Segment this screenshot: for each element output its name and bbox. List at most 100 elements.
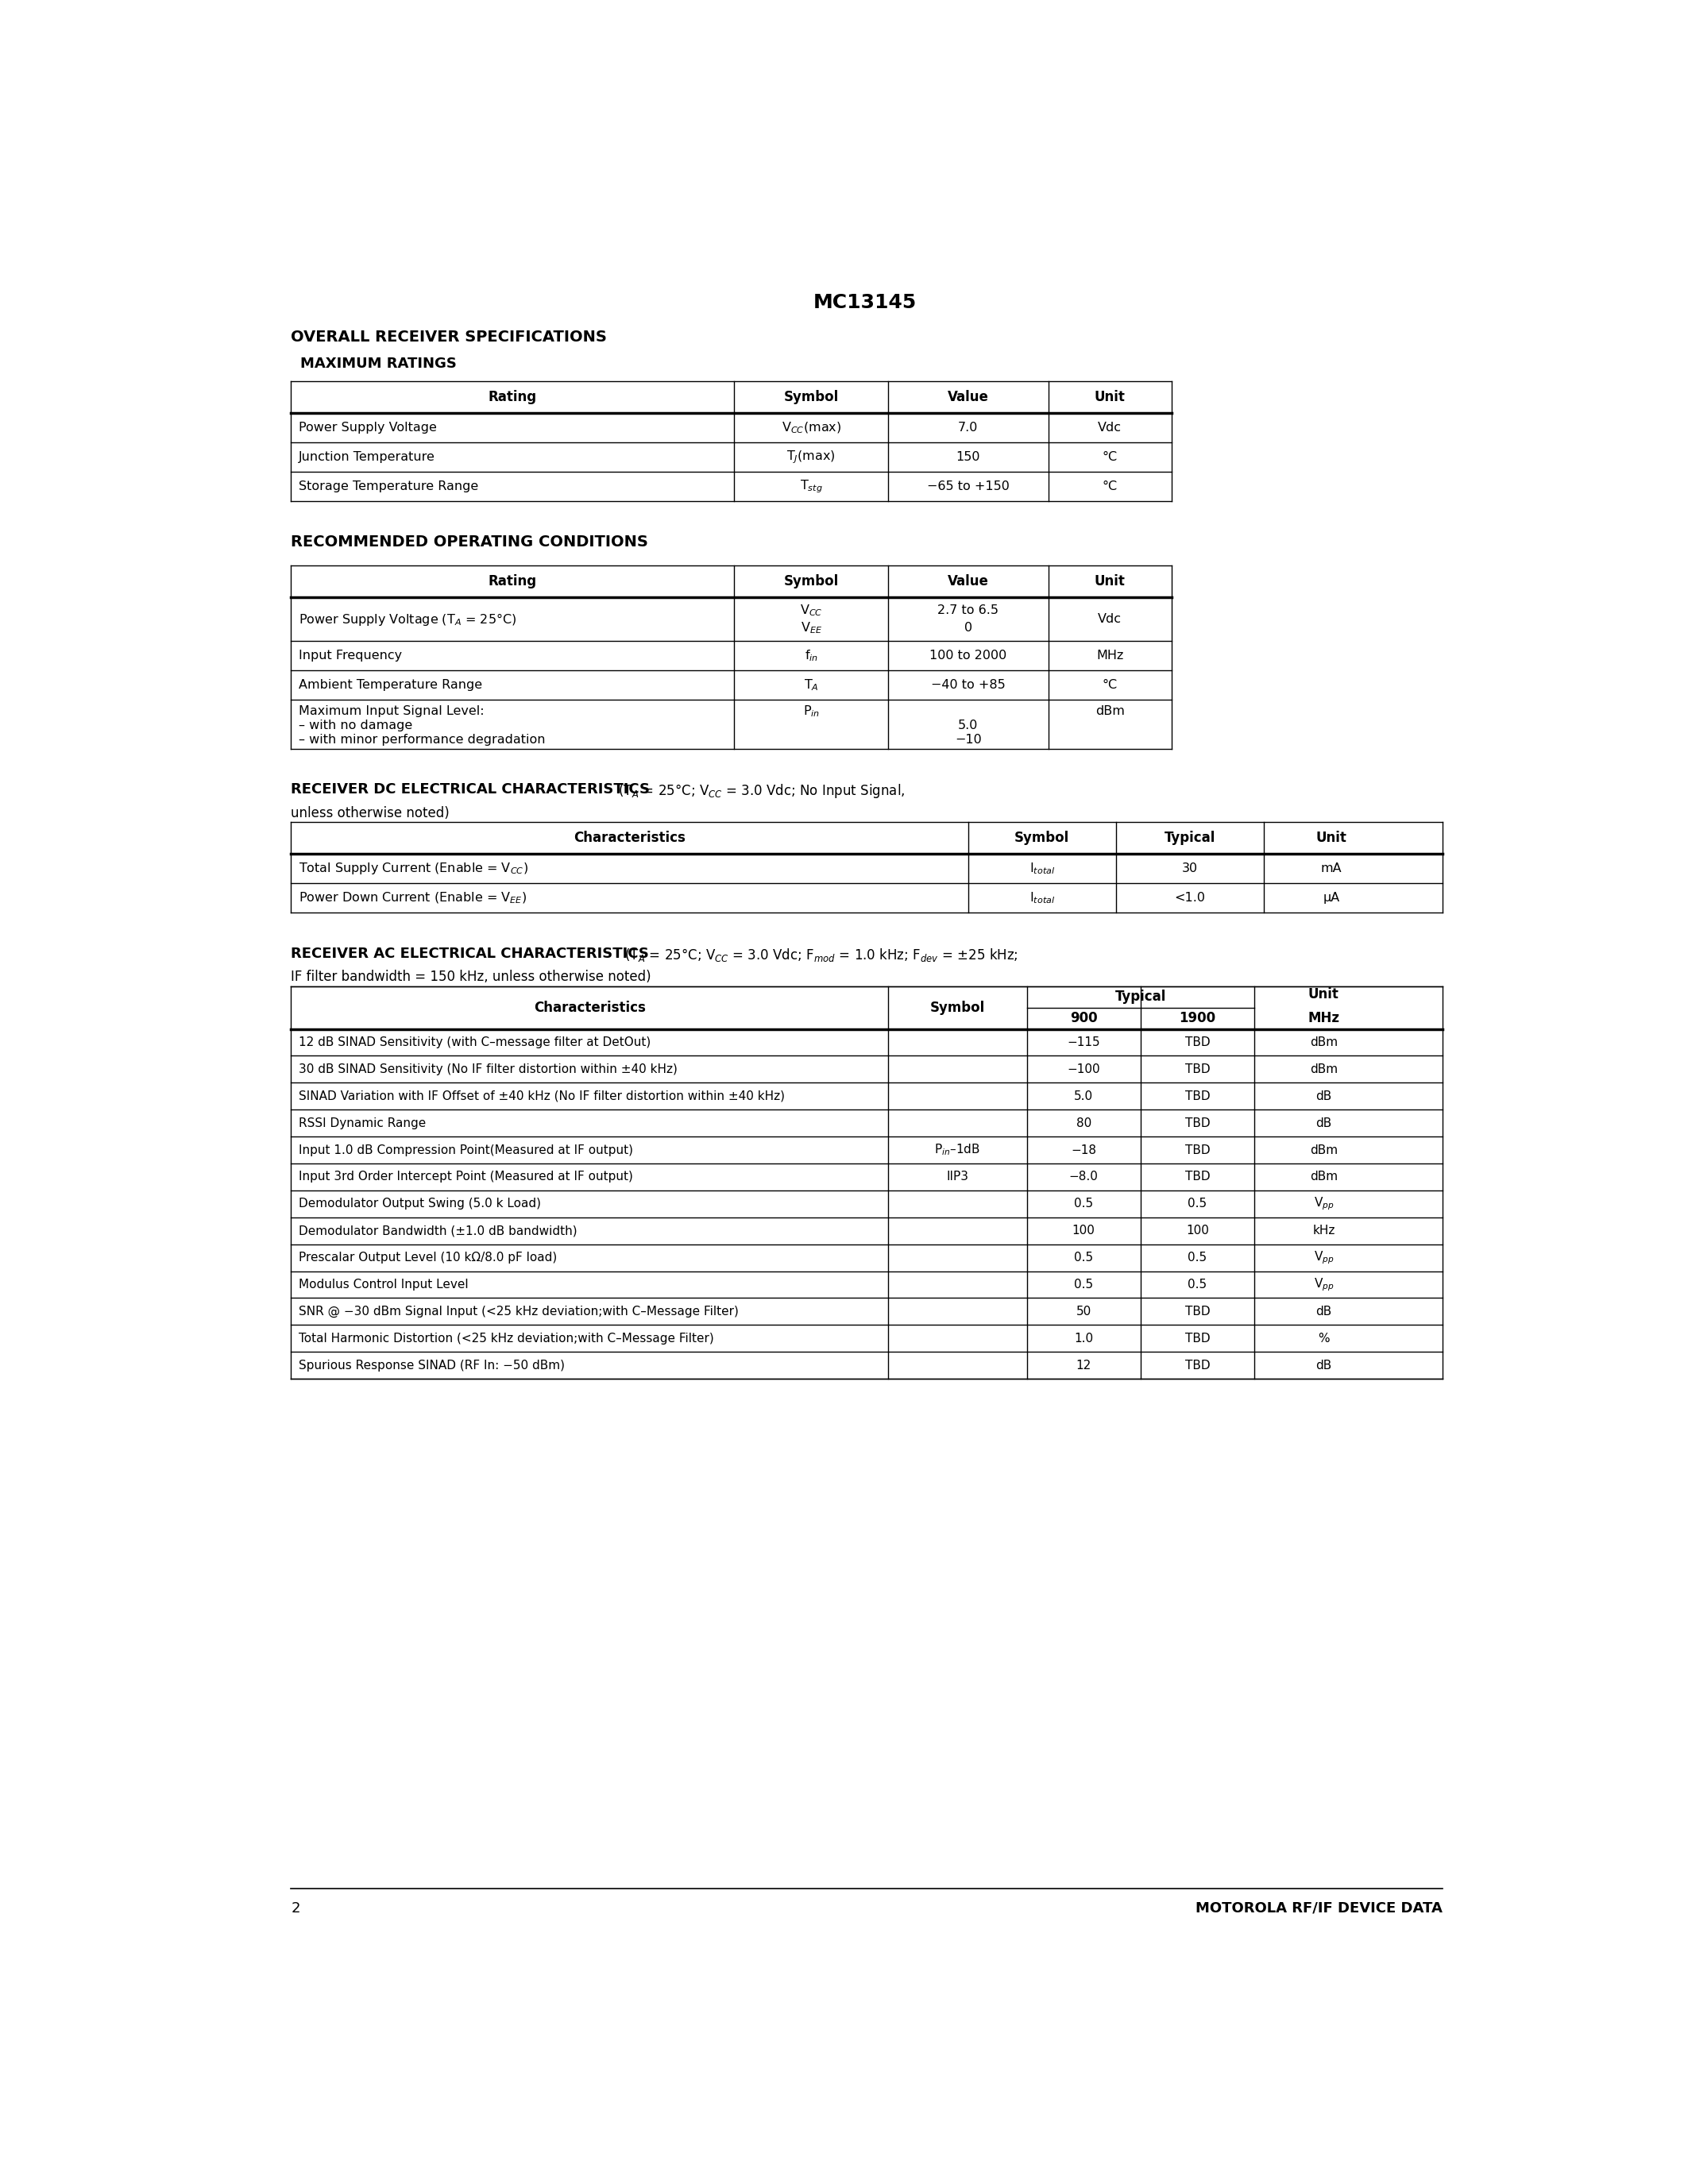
Text: Symbol: Symbol (783, 574, 839, 587)
Text: kHz: kHz (1313, 1225, 1335, 1236)
Text: Unit: Unit (1308, 987, 1339, 1002)
Text: 150: 150 (955, 452, 981, 463)
Text: Rating: Rating (488, 391, 537, 404)
Text: V$_{pp}$: V$_{pp}$ (1313, 1195, 1334, 1212)
Text: %: % (1318, 1332, 1330, 1345)
Text: 100: 100 (1072, 1225, 1096, 1236)
Text: Symbol: Symbol (783, 391, 839, 404)
Text: Power Supply Voltage: Power Supply Voltage (299, 422, 437, 435)
Text: MAXIMUM RATINGS: MAXIMUM RATINGS (300, 356, 457, 371)
Text: Input 1.0 dB Compression Point(Measured at IF output): Input 1.0 dB Compression Point(Measured … (299, 1144, 633, 1155)
Text: Modulus Control Input Level: Modulus Control Input Level (299, 1278, 468, 1291)
Text: Symbol: Symbol (1014, 830, 1070, 845)
Text: Junction Temperature: Junction Temperature (299, 452, 436, 463)
Text: Value: Value (947, 391, 989, 404)
Text: T$_{J}$(max): T$_{J}$(max) (787, 450, 836, 465)
Text: V$_{pp}$: V$_{pp}$ (1313, 1249, 1334, 1267)
Text: 0.5: 0.5 (1188, 1251, 1207, 1265)
Text: 900: 900 (1070, 1011, 1097, 1024)
Text: mA: mA (1320, 863, 1342, 874)
Text: −8.0: −8.0 (1069, 1171, 1099, 1184)
Text: 2: 2 (290, 1900, 300, 1915)
Text: TBD: TBD (1185, 1144, 1210, 1155)
Text: T$_{A}$: T$_{A}$ (803, 677, 819, 692)
Text: IIP3: IIP3 (947, 1171, 969, 1184)
Text: TBD: TBD (1185, 1064, 1210, 1075)
Text: dB: dB (1315, 1118, 1332, 1129)
Text: RECOMMENDED OPERATING CONDITIONS: RECOMMENDED OPERATING CONDITIONS (290, 535, 648, 550)
Text: TBD: TBD (1185, 1037, 1210, 1048)
Text: Vdc: Vdc (1097, 422, 1123, 435)
Text: Maximum Input Signal Level:: Maximum Input Signal Level: (299, 705, 484, 716)
Text: Vdc: Vdc (1097, 614, 1123, 625)
Text: TBD: TBD (1185, 1090, 1210, 1103)
Text: −65 to +150: −65 to +150 (927, 480, 1009, 491)
Text: SNR @ −30 dBm Signal Input (<25 kHz deviation;with C–Message Filter): SNR @ −30 dBm Signal Input (<25 kHz devi… (299, 1306, 738, 1317)
Text: RECEIVER AC ELECTRICAL CHARACTERISTICS: RECEIVER AC ELECTRICAL CHARACTERISTICS (290, 946, 650, 961)
Text: P$_{in}$: P$_{in}$ (803, 703, 820, 719)
Text: IF filter bandwidth = 150 kHz, unless otherwise noted): IF filter bandwidth = 150 kHz, unless ot… (290, 970, 652, 985)
Text: Unit: Unit (1094, 574, 1126, 587)
Text: 12: 12 (1075, 1358, 1090, 1372)
Text: TBD: TBD (1185, 1118, 1210, 1129)
Text: Power Down Current (Enable = V$_{EE}$): Power Down Current (Enable = V$_{EE}$) (299, 891, 527, 906)
Text: 2.7 to 6.5: 2.7 to 6.5 (937, 605, 999, 616)
Text: (T$_{A}$ = 25°C; V$_{CC}$ = 3.0 Vdc; F$_{mod}$ = 1.0 kHz; F$_{dev}$ = ±25 kHz;: (T$_{A}$ = 25°C; V$_{CC}$ = 3.0 Vdc; F$_… (621, 946, 1018, 963)
Text: °C: °C (1102, 480, 1117, 491)
Text: MC13145: MC13145 (814, 293, 917, 312)
Text: Demodulator Output Swing (5.0 k Load): Demodulator Output Swing (5.0 k Load) (299, 1197, 540, 1210)
Text: °C: °C (1102, 452, 1117, 463)
Text: – with no damage: – with no damage (299, 721, 412, 732)
Text: unless otherwise noted): unless otherwise noted) (290, 806, 449, 819)
Text: MOTOROLA RF/IF DEVICE DATA: MOTOROLA RF/IF DEVICE DATA (1195, 1900, 1442, 1915)
Text: Input 3rd Order Intercept Point (Measured at IF output): Input 3rd Order Intercept Point (Measure… (299, 1171, 633, 1184)
Text: Prescalar Output Level (10 kΩ/8.0 pF load): Prescalar Output Level (10 kΩ/8.0 pF loa… (299, 1251, 557, 1265)
Text: Typical: Typical (1165, 830, 1215, 845)
Text: Characteristics: Characteristics (533, 1000, 645, 1016)
Text: dB: dB (1315, 1358, 1332, 1372)
Text: I$_{total}$: I$_{total}$ (1030, 860, 1055, 876)
Text: Demodulator Bandwidth (±1.0 dB bandwidth): Demodulator Bandwidth (±1.0 dB bandwidth… (299, 1225, 577, 1236)
Text: 30: 30 (1182, 863, 1198, 874)
Text: −100: −100 (1067, 1064, 1101, 1075)
Text: 50: 50 (1075, 1306, 1090, 1317)
Text: dBm: dBm (1096, 705, 1124, 716)
Text: <1.0: <1.0 (1175, 891, 1205, 904)
Text: 12 dB SINAD Sensitivity (with C–message filter at DetOut): 12 dB SINAD Sensitivity (with C–message … (299, 1037, 650, 1048)
Text: 0.5: 0.5 (1074, 1278, 1094, 1291)
Text: 0.5: 0.5 (1074, 1251, 1094, 1265)
Text: 100: 100 (1187, 1225, 1209, 1236)
Text: μA: μA (1323, 891, 1340, 904)
Text: V$_{CC}$(max): V$_{CC}$(max) (782, 422, 841, 435)
Text: 0: 0 (964, 622, 972, 633)
Text: T$_{stg}$: T$_{stg}$ (800, 478, 822, 496)
Text: Typical: Typical (1116, 989, 1166, 1005)
Text: 5.0: 5.0 (1074, 1090, 1094, 1103)
Text: 0.5: 0.5 (1074, 1197, 1094, 1210)
Text: dBm: dBm (1310, 1064, 1337, 1075)
Text: −10: −10 (955, 734, 982, 745)
Text: dBm: dBm (1310, 1037, 1337, 1048)
Text: 100 to 2000: 100 to 2000 (930, 651, 1006, 662)
Text: Value: Value (947, 574, 989, 587)
Text: dBm: dBm (1310, 1144, 1337, 1155)
Text: Total Harmonic Distortion (<25 kHz deviation;with C–Message Filter): Total Harmonic Distortion (<25 kHz devia… (299, 1332, 714, 1345)
Text: Power Supply Voltage (T$_{A}$ = 25°C): Power Supply Voltage (T$_{A}$ = 25°C) (299, 612, 517, 627)
Text: Input Frequency: Input Frequency (299, 651, 402, 662)
Text: TBD: TBD (1185, 1332, 1210, 1345)
Text: MHz: MHz (1096, 651, 1124, 662)
Text: −40 to +85: −40 to +85 (932, 679, 1006, 690)
Text: Unit: Unit (1317, 830, 1347, 845)
Text: Symbol: Symbol (930, 1000, 986, 1016)
Text: dB: dB (1315, 1306, 1332, 1317)
Text: I$_{total}$: I$_{total}$ (1030, 891, 1055, 906)
Text: 30 dB SINAD Sensitivity (No IF filter distortion within ±40 kHz): 30 dB SINAD Sensitivity (No IF filter di… (299, 1064, 677, 1075)
Text: °C: °C (1102, 679, 1117, 690)
Text: −115: −115 (1067, 1037, 1101, 1048)
Text: f$_{in}$: f$_{in}$ (805, 649, 819, 664)
Text: Rating: Rating (488, 574, 537, 587)
Text: 7.0: 7.0 (959, 422, 979, 435)
Text: Storage Temperature Range: Storage Temperature Range (299, 480, 478, 491)
Text: V$_{CC}$: V$_{CC}$ (800, 603, 822, 618)
Text: MHz: MHz (1308, 1011, 1340, 1024)
